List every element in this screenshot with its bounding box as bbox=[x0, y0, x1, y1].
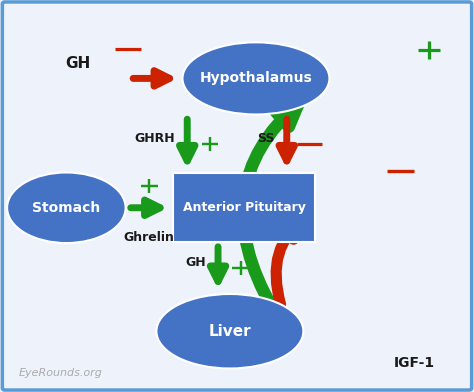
FancyArrowPatch shape bbox=[131, 200, 160, 216]
Text: Stomach: Stomach bbox=[32, 201, 100, 215]
Text: GH: GH bbox=[185, 256, 206, 269]
Text: GHRH: GHRH bbox=[135, 132, 175, 145]
Ellipse shape bbox=[7, 172, 126, 243]
Text: EyeRounds.org: EyeRounds.org bbox=[19, 368, 103, 378]
Text: IGF-1: IGF-1 bbox=[394, 356, 435, 370]
FancyArrowPatch shape bbox=[276, 220, 305, 304]
Ellipse shape bbox=[182, 42, 329, 114]
FancyArrowPatch shape bbox=[210, 247, 226, 281]
FancyArrowPatch shape bbox=[133, 71, 170, 86]
FancyArrowPatch shape bbox=[279, 119, 294, 161]
Text: Ghrelin: Ghrelin bbox=[124, 231, 175, 244]
Text: Liver: Liver bbox=[209, 324, 251, 339]
Text: SS: SS bbox=[257, 132, 275, 145]
FancyArrowPatch shape bbox=[243, 104, 299, 309]
Text: GH: GH bbox=[65, 56, 91, 71]
FancyBboxPatch shape bbox=[173, 174, 315, 242]
FancyArrowPatch shape bbox=[180, 119, 195, 161]
Text: Hypothalamus: Hypothalamus bbox=[200, 71, 312, 85]
Text: Anterior Pituitary: Anterior Pituitary bbox=[182, 201, 306, 214]
Ellipse shape bbox=[156, 294, 303, 368]
